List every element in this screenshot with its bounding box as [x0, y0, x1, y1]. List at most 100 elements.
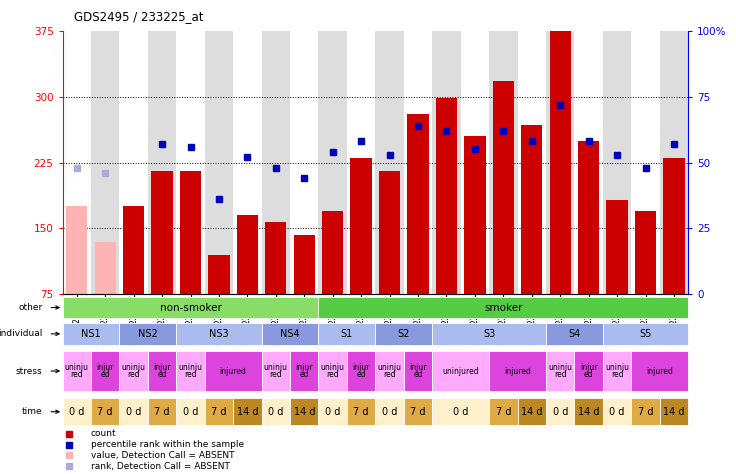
- Bar: [606, 201, 628, 294]
- Text: S2: S2: [397, 329, 410, 339]
- Bar: [319, 31, 347, 294]
- Text: NS4: NS4: [280, 329, 300, 339]
- Text: NS2: NS2: [138, 329, 158, 339]
- Text: 14 d: 14 d: [578, 407, 599, 417]
- Bar: [489, 31, 517, 294]
- Bar: [319, 297, 688, 319]
- Text: 7 d: 7 d: [97, 407, 113, 417]
- Bar: [432, 351, 489, 392]
- Bar: [347, 398, 375, 426]
- Bar: [404, 398, 432, 426]
- Bar: [631, 351, 688, 392]
- Bar: [546, 323, 603, 345]
- Bar: [123, 207, 144, 294]
- Bar: [290, 31, 319, 294]
- Bar: [237, 215, 258, 294]
- Bar: [407, 114, 428, 294]
- Text: injured: injured: [504, 366, 531, 375]
- Bar: [659, 398, 688, 426]
- Bar: [489, 398, 517, 426]
- Bar: [63, 398, 91, 426]
- Text: 0 d: 0 d: [126, 407, 141, 417]
- Bar: [546, 351, 574, 392]
- Bar: [63, 323, 119, 345]
- Text: uninjured: uninjured: [442, 366, 479, 375]
- Bar: [631, 31, 659, 294]
- Bar: [375, 323, 432, 345]
- Text: 14 d: 14 d: [521, 407, 542, 417]
- Text: uninju
red: uninju red: [121, 363, 146, 380]
- Text: uninju
red: uninju red: [263, 363, 288, 380]
- Bar: [375, 351, 404, 392]
- Bar: [119, 323, 177, 345]
- Bar: [177, 31, 205, 294]
- Bar: [205, 398, 233, 426]
- Text: 0 d: 0 d: [183, 407, 198, 417]
- Text: injur
ed: injur ed: [96, 363, 114, 380]
- Bar: [574, 31, 603, 294]
- Bar: [574, 351, 603, 392]
- Text: 14 d: 14 d: [663, 407, 684, 417]
- Text: 0 d: 0 d: [609, 407, 625, 417]
- Bar: [517, 31, 546, 294]
- Bar: [63, 297, 319, 319]
- Bar: [603, 31, 631, 294]
- Bar: [205, 351, 261, 392]
- Text: 14 d: 14 d: [237, 407, 258, 417]
- Text: uninju
red: uninju red: [321, 363, 344, 380]
- Bar: [91, 398, 119, 426]
- Bar: [404, 351, 432, 392]
- Bar: [177, 398, 205, 426]
- Bar: [261, 398, 290, 426]
- Bar: [94, 242, 116, 294]
- Bar: [177, 351, 205, 392]
- Text: stress: stress: [16, 366, 43, 375]
- Bar: [379, 172, 400, 294]
- Bar: [63, 31, 91, 294]
- Bar: [517, 398, 546, 426]
- Bar: [319, 398, 347, 426]
- Bar: [578, 141, 599, 294]
- Text: smoker: smoker: [484, 302, 523, 312]
- Bar: [322, 211, 344, 294]
- Bar: [290, 351, 319, 392]
- Text: NS3: NS3: [209, 329, 229, 339]
- Bar: [635, 211, 657, 294]
- Text: 7 d: 7 d: [638, 407, 654, 417]
- Bar: [603, 351, 631, 392]
- Bar: [63, 351, 91, 392]
- Text: injur
ed: injur ed: [296, 363, 313, 380]
- Bar: [261, 351, 290, 392]
- Bar: [91, 351, 119, 392]
- Bar: [119, 31, 148, 294]
- Text: injur
ed: injur ed: [153, 363, 171, 380]
- Bar: [290, 398, 319, 426]
- Text: uninju
red: uninju red: [179, 363, 202, 380]
- Text: S4: S4: [568, 329, 581, 339]
- Text: 0 d: 0 d: [453, 407, 468, 417]
- Text: 7 d: 7 d: [211, 407, 227, 417]
- Bar: [550, 31, 571, 294]
- Bar: [319, 351, 347, 392]
- Text: uninju
red: uninju red: [605, 363, 629, 380]
- Text: other: other: [18, 303, 43, 312]
- Bar: [464, 136, 486, 294]
- Text: individual: individual: [0, 329, 43, 338]
- Text: rank, Detection Call = ABSENT: rank, Detection Call = ABSENT: [91, 462, 230, 471]
- Bar: [546, 31, 574, 294]
- Bar: [574, 398, 603, 426]
- Bar: [208, 255, 230, 294]
- Bar: [350, 158, 372, 294]
- Bar: [177, 323, 261, 345]
- Text: value, Detection Call = ABSENT: value, Detection Call = ABSENT: [91, 451, 234, 460]
- Bar: [152, 172, 173, 294]
- Text: 7 d: 7 d: [353, 407, 369, 417]
- Bar: [461, 31, 489, 294]
- Text: 0 d: 0 d: [382, 407, 397, 417]
- Bar: [375, 398, 404, 426]
- Bar: [492, 81, 514, 294]
- Bar: [180, 172, 201, 294]
- Bar: [148, 31, 177, 294]
- Bar: [521, 125, 542, 294]
- Text: 0 d: 0 d: [325, 407, 340, 417]
